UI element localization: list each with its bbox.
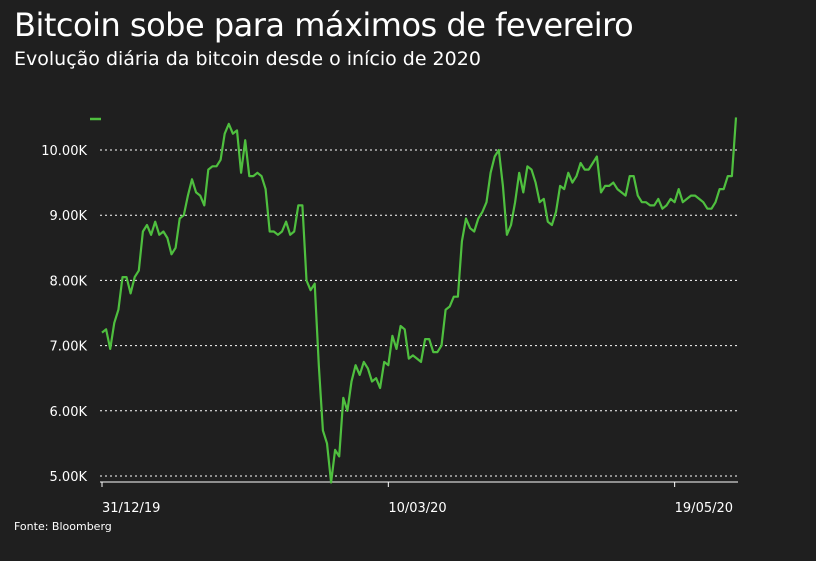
x-tick-label: 10/03/20 bbox=[388, 501, 446, 516]
y-tick-label: 9.00K bbox=[50, 209, 88, 224]
y-tick-label: 6.00K bbox=[50, 405, 88, 420]
series-line bbox=[101, 117, 738, 484]
x-tick-label: 31/12/19 bbox=[102, 501, 160, 516]
source-note: Fonte: Bloomberg bbox=[14, 520, 112, 533]
y-tick-label: 5.00K bbox=[50, 470, 88, 485]
y-tick-label: 8.00K bbox=[50, 274, 88, 289]
chart-title: Bitcoin sobe para máximos de fevereiro bbox=[14, 6, 634, 44]
x-tick-label: 19/05/20 bbox=[675, 501, 733, 516]
chart-subtitle: Evolução diária da bitcoin desde o iníci… bbox=[14, 48, 481, 70]
y-tick-label: 7.00K bbox=[50, 340, 88, 355]
y-tick-label: 10.00K bbox=[41, 144, 87, 159]
